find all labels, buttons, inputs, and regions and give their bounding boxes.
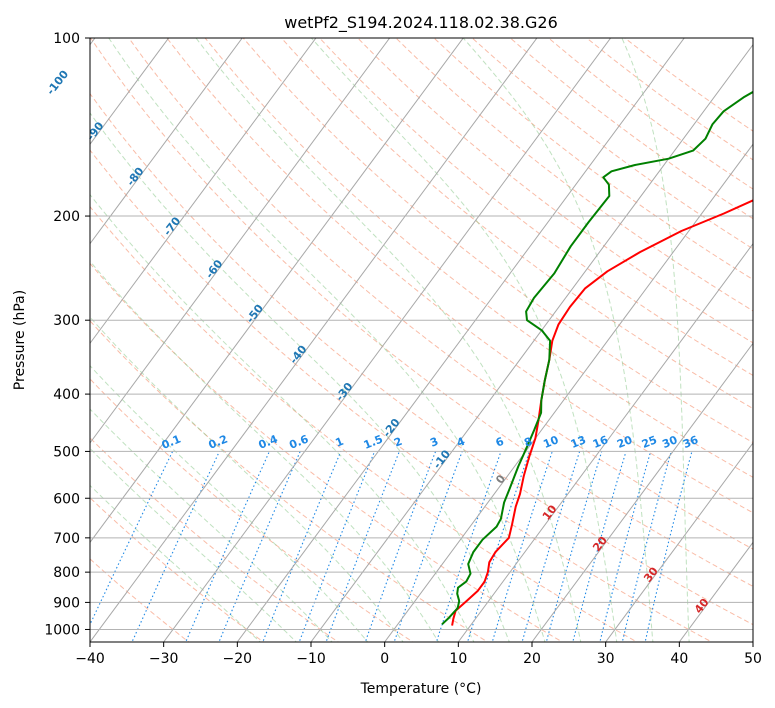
- isotherm-line: [236, 38, 685, 642]
- y-tick-label: 800: [53, 565, 80, 581]
- mixing-ratio-line: [325, 451, 400, 642]
- mixing-ratio-line: [621, 451, 672, 642]
- x-tick-label: −10: [296, 651, 326, 667]
- mixing-ratio-label: 2: [392, 435, 404, 450]
- y-tick-label: 700: [53, 531, 80, 547]
- isotherm-line: [90, 38, 243, 245]
- isotherm-line: [90, 38, 170, 146]
- isotherm-line: [90, 38, 538, 642]
- dry-adiabat-line: [357, 38, 753, 344]
- isotherm-line: [384, 143, 753, 642]
- mixing-ratio-line: [435, 451, 502, 642]
- x-tick-label: 0: [380, 651, 389, 667]
- y-tick-label: 200: [53, 209, 80, 225]
- plot-frame: [89, 37, 754, 643]
- isotherm-line: [531, 342, 753, 642]
- pressure-gridlines: [90, 38, 753, 630]
- mixing-ratio-line: [599, 451, 652, 642]
- x-axis-title: Temperature (°C): [360, 681, 482, 697]
- mixing-ratio-line: [521, 451, 581, 642]
- dewpoint-profile-line: [441, 90, 753, 626]
- x-tick-label: 30: [597, 651, 615, 667]
- x-tick-label: −40: [75, 651, 105, 667]
- mixing-ratio-label: 20: [615, 433, 634, 451]
- mixing-ratio-line: [364, 451, 437, 642]
- x-tick-label: −30: [149, 651, 179, 667]
- sounding-profiles: [441, 90, 753, 626]
- dry-adiabat-line: [166, 38, 753, 514]
- moist-adiabat-line: [90, 193, 475, 642]
- moist-adiabat-line: [90, 365, 369, 642]
- isotherm-line: [90, 38, 464, 544]
- y-tick-label: 400: [53, 387, 80, 403]
- dry-adiabat-line: [90, 38, 753, 587]
- y-tick-label: 1000: [44, 622, 80, 638]
- mixing-ratio-line: [572, 451, 627, 642]
- x-tick-label: 50: [744, 651, 762, 667]
- isotherm-line: [90, 38, 317, 345]
- mixing-ratio-line: [298, 451, 376, 642]
- isotherm-line: [90, 38, 391, 444]
- mixing-ratio-label: 25: [640, 433, 659, 451]
- isotherm-line: [752, 641, 753, 642]
- y-tick-label: 900: [53, 595, 80, 611]
- mixing-ratio-label: 10: [541, 433, 560, 451]
- x-axis-ticks: −40 −30 −20 −10 0 10 20 30 40 50: [75, 642, 762, 667]
- x-tick-label: 20: [523, 651, 541, 667]
- y-axis-title: Pressure (hPa): [12, 290, 28, 390]
- y-tick-label: 300: [53, 313, 80, 329]
- x-tick-label: 10: [449, 651, 467, 667]
- chart-title: wetPf2_S194.2024.118.02.38.G26: [284, 13, 558, 33]
- mixing-ratio-label: 8: [522, 435, 534, 450]
- mixing-ratio-line: [491, 451, 553, 642]
- mixing-ratio-label: 36: [681, 433, 700, 451]
- moist-adiabat-line: [90, 484, 261, 642]
- x-tick-label: −20: [223, 651, 253, 667]
- moist-adiabat-line: [90, 112, 510, 642]
- y-tick-label: 100: [53, 31, 80, 47]
- mixing-ratio-label: 30: [660, 433, 679, 451]
- mixing-ratio-label: 16: [591, 433, 610, 451]
- dry-adiabat-line: [128, 38, 753, 550]
- mixing-ratio-line: [393, 451, 463, 642]
- mixing-ratio-line: [218, 451, 301, 642]
- mixing-ratio-label: 1: [334, 435, 346, 450]
- y-axis-ticks: 100 200 300 400 500 600 700 800 900 1000: [44, 31, 90, 638]
- x-tick-label: 40: [670, 651, 688, 667]
- isotherm-line: [605, 442, 753, 642]
- y-tick-label: 500: [53, 444, 80, 460]
- y-tick-label: 600: [53, 491, 80, 507]
- isotherm-line: [163, 38, 612, 642]
- plot-background: [90, 38, 753, 642]
- mixing-ratio-label: 13: [569, 433, 588, 451]
- dry-adiabat-line: [319, 38, 753, 377]
- mixing-ratio-line: [545, 451, 603, 642]
- mixing-ratio-line: [90, 451, 174, 626]
- isotherm-label: -100: [44, 68, 71, 98]
- mixing-ratio-label: 3: [428, 435, 440, 450]
- isotherm-line: [457, 242, 753, 642]
- isotherm-line: [310, 43, 753, 642]
- dry-adiabat-line: [204, 38, 753, 478]
